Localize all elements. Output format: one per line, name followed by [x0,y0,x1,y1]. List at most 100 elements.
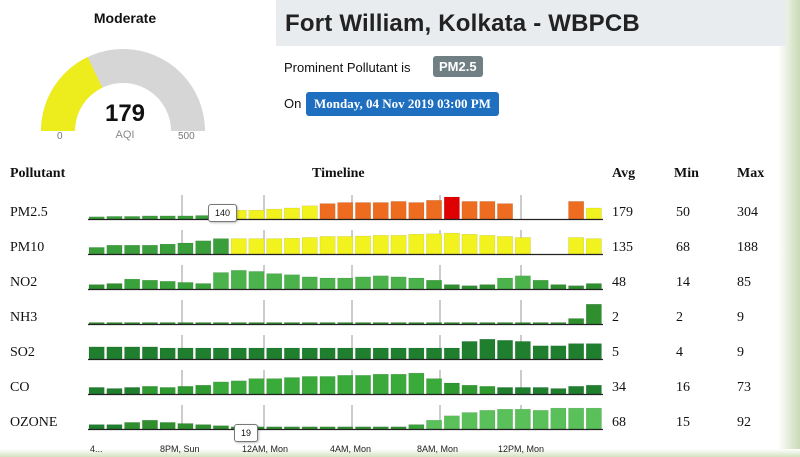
timeline-bar[interactable] [248,209,265,220]
timeline-bar[interactable] [372,235,389,255]
timeline-bar[interactable] [230,322,247,325]
timeline-bar[interactable] [266,322,283,325]
timeline-bar[interactable] [177,423,194,430]
timeline-bar[interactable] [426,200,442,220]
timeline-bar[interactable] [124,422,141,430]
timeline-bar[interactable] [159,243,176,255]
timeline-bar[interactable] [408,372,425,395]
timeline-bar[interactable] [443,196,460,220]
timeline-bar[interactable] [408,233,425,255]
timeline-bar[interactable] [124,346,141,360]
timeline-bar[interactable] [355,426,371,430]
timeline-bar[interactable] [124,387,141,395]
timeline-bar[interactable] [195,322,212,325]
timeline-bar[interactable] [497,408,513,430]
timeline-bar[interactable] [532,387,549,395]
timeline-bar[interactable] [319,277,336,290]
timeline-bar[interactable] [159,215,176,220]
timeline-bar[interactable] [568,237,585,255]
timeline-bar[interactable] [443,347,460,360]
timeline-bar[interactable] [337,426,354,430]
timeline-bar[interactable] [106,283,123,290]
timeline-bar[interactable] [301,347,318,360]
timeline-bar[interactable] [177,322,194,325]
timeline-bar[interactable] [390,426,407,430]
timeline-bar[interactable] [355,276,371,290]
timeline-bar[interactable] [142,215,158,220]
timeline-bar[interactable] [230,380,247,395]
timeline-bar[interactable] [213,322,229,325]
timeline-bar[interactable] [426,347,442,360]
timeline-bar[interactable] [461,201,478,220]
timeline-bar[interactable] [230,238,247,255]
timeline-bar[interactable] [88,247,105,255]
timeline-bar[interactable] [284,426,300,430]
timeline-bar[interactable] [142,419,158,430]
timeline-bar[interactable] [372,275,389,290]
timeline-bar[interactable] [532,345,549,360]
timeline-bar[interactable] [213,272,229,290]
timeline-bar[interactable] [355,375,371,395]
timeline-bar[interactable] [568,386,585,395]
timeline-bar[interactable] [142,322,158,325]
timeline-bar[interactable] [426,233,442,255]
timeline-bar[interactable] [390,322,407,325]
timeline-bar[interactable] [585,384,602,395]
timeline-bar[interactable] [319,426,336,430]
timeline-bar[interactable] [88,424,105,430]
timeline-bar[interactable] [355,347,371,360]
timeline-bar[interactable] [124,244,141,255]
timeline-bar[interactable] [319,347,336,360]
timeline-bar[interactable] [479,284,496,290]
timeline-bar[interactable] [568,318,585,325]
timeline-bar[interactable] [106,388,123,395]
timeline-bar[interactable] [88,216,105,220]
timeline-bar[interactable] [390,235,407,255]
timeline-bar[interactable] [142,386,158,395]
timeline-bar[interactable] [479,201,496,220]
timeline-bar[interactable] [266,378,283,395]
timeline-bar[interactable] [514,408,531,430]
timeline-bar[interactable] [585,303,602,325]
timeline-bar[interactable] [177,215,194,220]
timeline-bar[interactable] [248,378,265,395]
timeline-bar[interactable] [390,276,407,290]
timeline-bar[interactable] [159,347,176,360]
timeline-bar[interactable] [213,425,229,430]
timeline-bar[interactable] [514,275,531,290]
timeline-bar[interactable] [532,322,549,325]
timeline-bar[interactable] [479,235,496,255]
timeline-bar[interactable] [159,322,176,325]
timeline-bar[interactable] [177,242,194,255]
timeline-bar[interactable] [514,322,531,325]
timeline-bar[interactable] [532,279,549,290]
timeline-bar[interactable] [284,237,300,255]
timeline-bar[interactable] [408,347,425,360]
timeline-bar[interactable] [195,424,212,430]
timeline-bar[interactable] [585,238,602,255]
timeline-bar[interactable] [497,236,513,255]
timeline-bar[interactable] [514,237,531,255]
timeline-bar[interactable] [266,208,283,220]
timeline-bar[interactable] [213,381,229,395]
timeline-bar[interactable] [195,283,212,290]
timeline-bar[interactable] [390,201,407,220]
timeline-bar[interactable] [248,322,265,325]
timeline-bar[interactable] [372,347,389,360]
timeline-bar[interactable] [532,410,549,430]
timeline-bar[interactable] [461,322,478,325]
timeline-bar[interactable] [248,238,265,255]
timeline-bar[interactable] [443,232,460,255]
timeline-bar[interactable] [568,407,585,430]
timeline-bar[interactable] [284,377,300,395]
timeline-bar[interactable] [124,322,141,325]
timeline-bar[interactable] [372,426,389,430]
timeline-bar[interactable] [479,338,496,360]
timeline-bar[interactable] [301,237,318,255]
timeline-bar[interactable] [142,346,158,360]
timeline-bar[interactable] [408,277,425,290]
timeline-bar[interactable] [479,386,496,395]
timeline-bar[interactable] [248,271,265,290]
timeline-bar[interactable] [514,341,531,360]
timeline-bar[interactable] [177,386,194,395]
